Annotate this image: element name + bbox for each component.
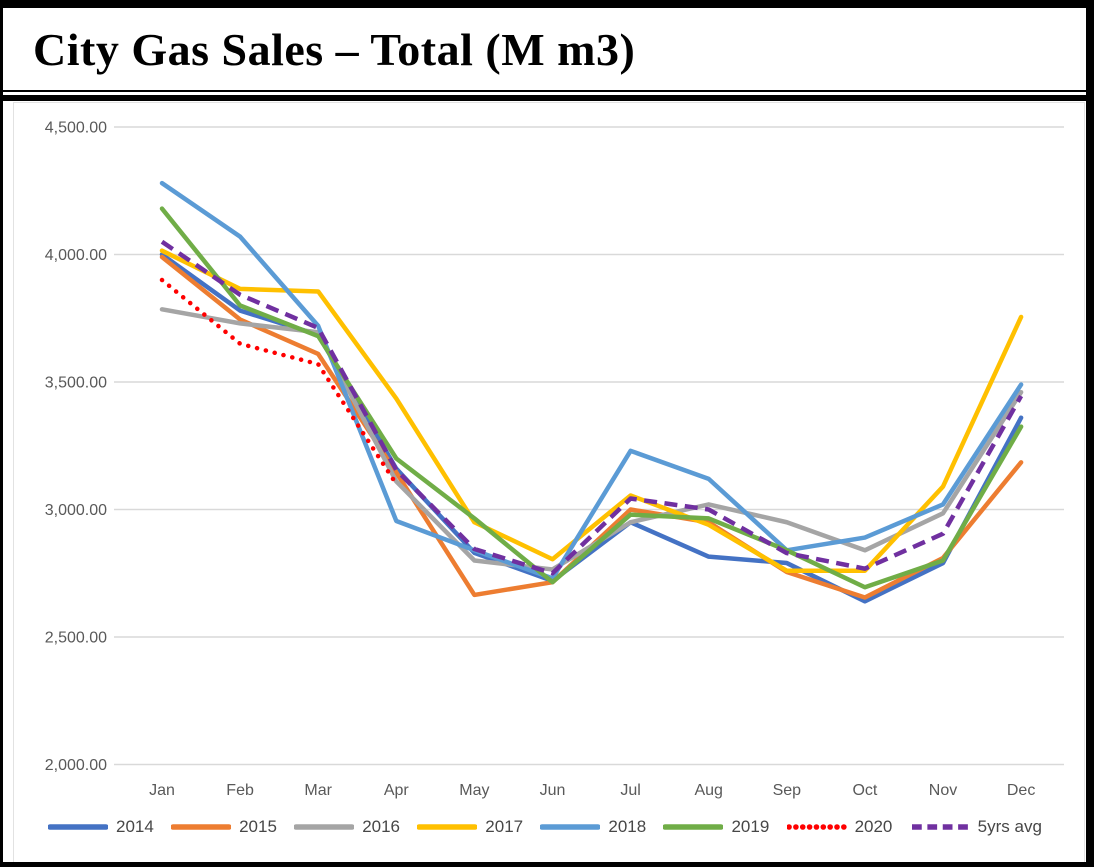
legend-line-swatch [417,824,478,830]
x-axis-label: Jun [540,782,566,799]
y-tick-label: 3,000.00 [45,502,107,519]
chart-object[interactable]: 4,500.00 4,000.00 3,500.00 3,000.00 2,500.00… [13,102,1085,862]
y-tick-label: 4,000.00 [45,247,107,264]
x-axis-label: Apr [384,782,410,799]
y-tick-label: 4,500.00 [45,120,107,137]
x-axis-label: Oct [852,782,877,799]
x-axis-label: Sep [773,782,802,799]
y-tick-label: 3,500.00 [45,375,107,392]
legend-line-swatch [171,824,232,830]
legend-label: 2015 [239,817,277,836]
legend-line-swatch [911,824,968,830]
legend-item-2016[interactable]: 2016 [294,817,400,837]
legend-item-2017[interactable]: 2017 [417,817,523,837]
legend-label: 2016 [362,817,401,836]
line-chart[interactable]: 4,500.00 4,000.00 3,500.00 3,000.00 2,500.00… [14,103,1094,807]
legend-label: 2020 [854,817,893,836]
y-tick-label: 2,000.00 [45,757,107,774]
legend-item-2018[interactable]: 2018 [540,817,646,837]
legend-item-5yrs-avg[interactable]: 5yrs avg [910,817,1042,837]
legend-item-2020[interactable]: 2020 [786,817,893,837]
y-tick-label: 2,500.00 [45,630,107,647]
legend-line-swatch [663,824,724,830]
x-axis-label: Nov [929,782,957,799]
x-axis-label: Jan [149,782,175,799]
x-axis-label: Mar [304,782,332,799]
legend-item-2014[interactable]: 2014 [48,817,154,837]
legend-line-swatch [540,824,601,830]
legend-label: 2019 [731,817,770,836]
x-axis-label: May [459,782,489,799]
x-axis-label: Dec [1007,782,1035,799]
legend-label: 2014 [116,817,154,836]
legend-item-2019[interactable]: 2019 [663,817,769,837]
series-line-2020 [159,277,399,487]
legend-item-2015[interactable]: 2015 [171,817,277,837]
title-divider [3,95,1086,101]
title-bar: City Gas Sales – Total (M m3) [3,8,1086,92]
x-axis-label: Feb [226,782,254,799]
x-axis-label: Aug [694,782,722,799]
series-line-2017 [159,248,1024,573]
legend-label: 5yrs avg [977,817,1042,836]
series-line-2018 [159,180,1024,581]
legend-line-swatch [786,824,847,830]
series-line-5yrs-avg [160,239,1024,576]
legend-label: 2017 [485,817,524,836]
x-axis-label: Jul [620,782,640,799]
page-title: City Gas Sales – Total (M m3) [33,23,636,75]
legend-label: 2018 [608,817,647,836]
legend-line-swatch [294,824,355,830]
legend-line-swatch [48,824,108,830]
chart-legend: 2014 2015 2016 2017 2018 2019 2020 5yrs avg [14,807,1084,837]
series-line-2016 [159,307,1024,572]
series-line-2019 [159,206,1024,590]
